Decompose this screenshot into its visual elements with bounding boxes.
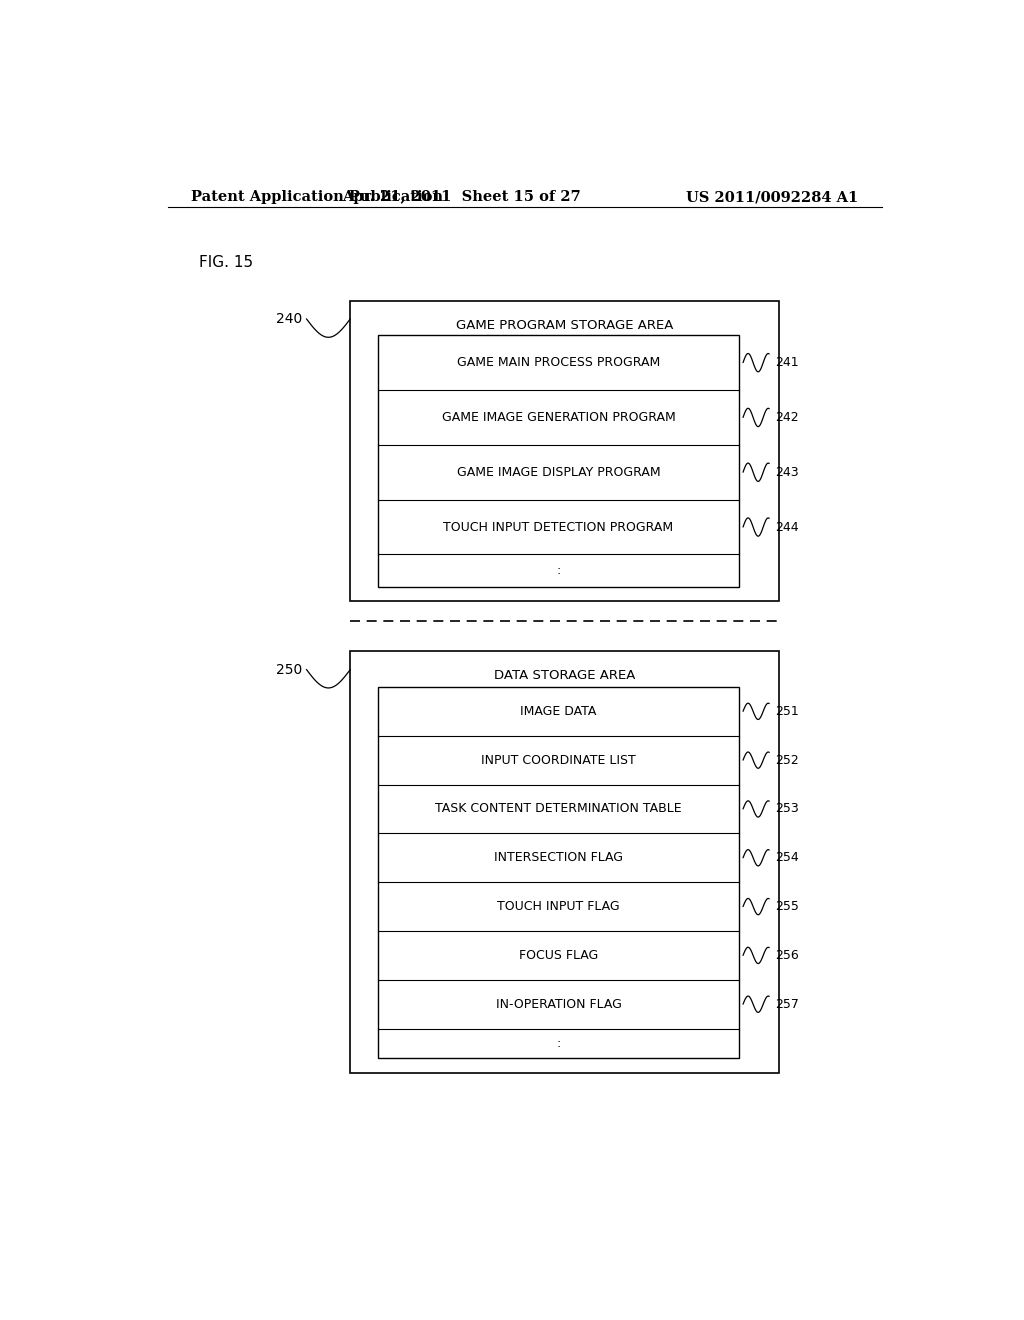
Text: 240: 240	[276, 312, 303, 326]
Text: TOUCH INPUT FLAG: TOUCH INPUT FLAG	[498, 900, 620, 913]
Text: 244: 244	[775, 520, 799, 533]
Text: IMAGE DATA: IMAGE DATA	[520, 705, 597, 718]
Text: GAME IMAGE GENERATION PROGRAM: GAME IMAGE GENERATION PROGRAM	[441, 411, 676, 424]
Text: 254: 254	[775, 851, 800, 865]
Text: Apr. 21, 2011  Sheet 15 of 27: Apr. 21, 2011 Sheet 15 of 27	[342, 190, 581, 205]
Text: 257: 257	[775, 998, 800, 1011]
Text: FOCUS FLAG: FOCUS FLAG	[519, 949, 598, 962]
Text: 252: 252	[775, 754, 800, 767]
Text: FIG. 15: FIG. 15	[200, 255, 254, 269]
Text: IN-OPERATION FLAG: IN-OPERATION FLAG	[496, 998, 622, 1011]
Bar	[350, 651, 779, 1073]
Bar	[378, 686, 739, 1057]
Bar	[378, 335, 739, 587]
Bar	[350, 301, 779, 601]
Text: GAME IMAGE DISPLAY PROGRAM: GAME IMAGE DISPLAY PROGRAM	[457, 466, 660, 479]
Text: 253: 253	[775, 803, 800, 816]
Text: 241: 241	[775, 356, 799, 370]
Text: INPUT COORDINATE LIST: INPUT COORDINATE LIST	[481, 754, 636, 767]
Text: 255: 255	[775, 900, 800, 913]
Text: 243: 243	[775, 466, 799, 479]
Text: GAME PROGRAM STORAGE AREA: GAME PROGRAM STORAGE AREA	[456, 318, 673, 331]
Text: 250: 250	[276, 663, 303, 677]
Text: DATA STORAGE AREA: DATA STORAGE AREA	[494, 669, 635, 682]
Text: TASK CONTENT DETERMINATION TABLE: TASK CONTENT DETERMINATION TABLE	[435, 803, 682, 816]
Text: TOUCH INPUT DETECTION PROGRAM: TOUCH INPUT DETECTION PROGRAM	[443, 520, 674, 533]
Text: Patent Application Publication: Patent Application Publication	[191, 190, 443, 205]
Text: GAME MAIN PROCESS PROGRAM: GAME MAIN PROCESS PROGRAM	[457, 356, 660, 370]
Text: 242: 242	[775, 411, 799, 424]
Text: :: :	[556, 565, 561, 577]
Text: :: :	[556, 1036, 561, 1049]
Text: US 2011/0092284 A1: US 2011/0092284 A1	[686, 190, 858, 205]
Text: 256: 256	[775, 949, 800, 962]
Text: 251: 251	[775, 705, 800, 718]
Text: INTERSECTION FLAG: INTERSECTION FLAG	[494, 851, 623, 865]
